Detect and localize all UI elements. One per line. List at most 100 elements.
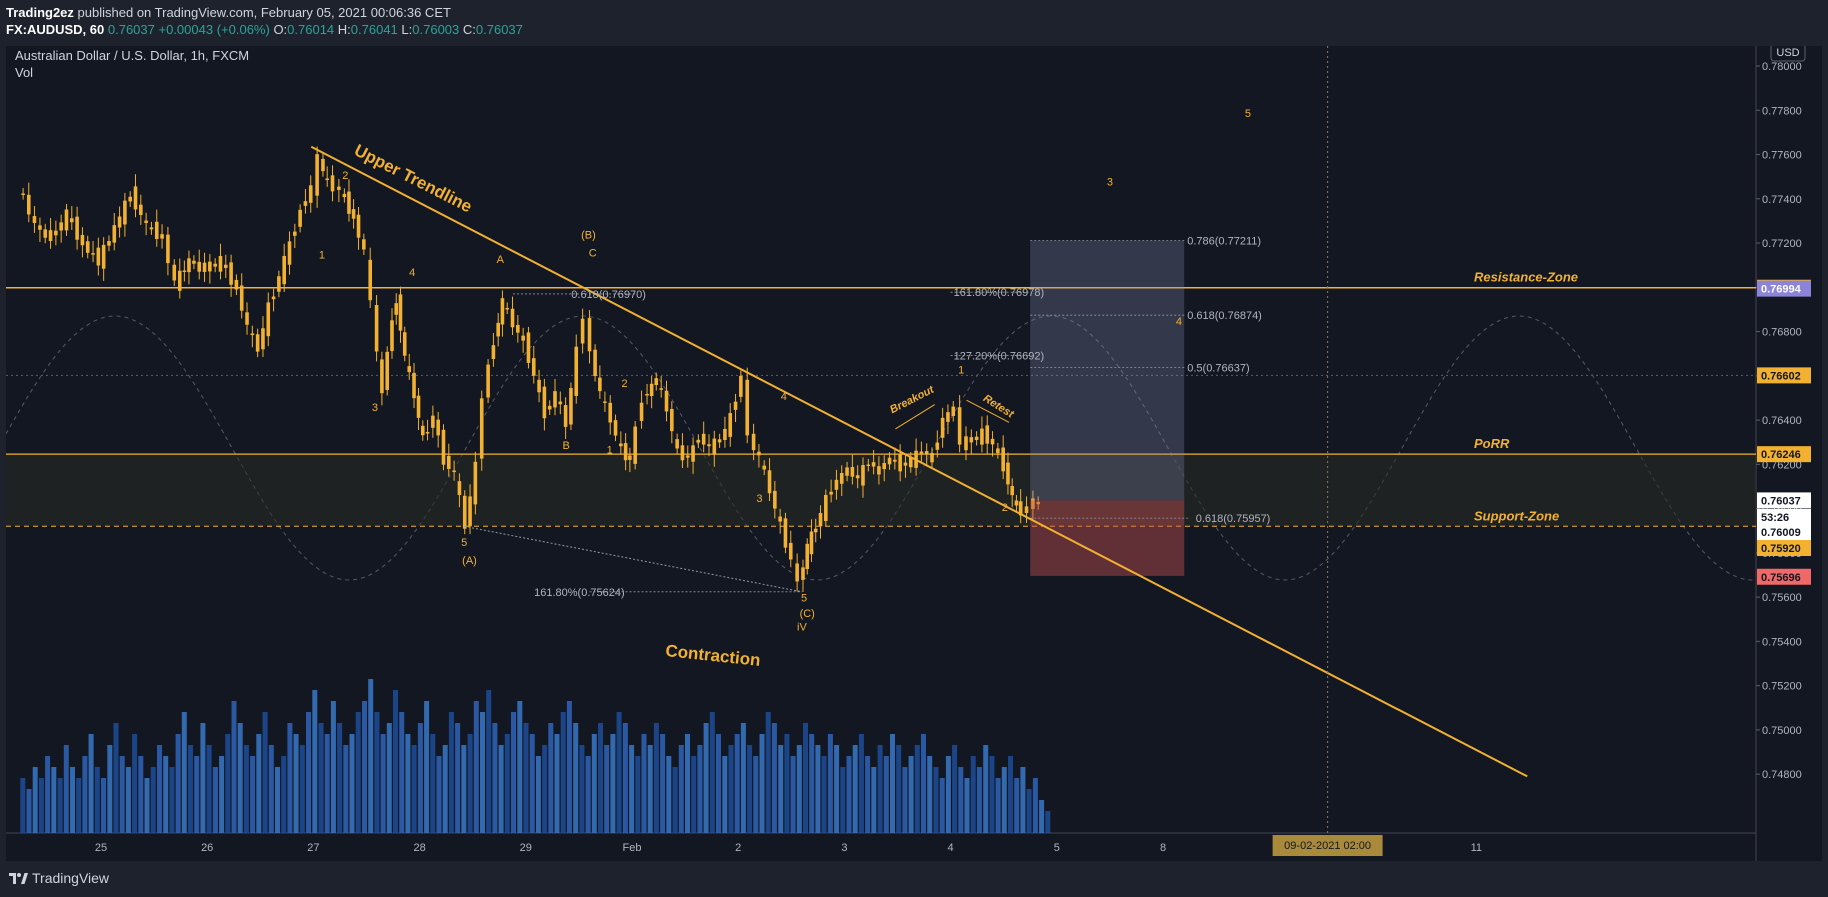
volume-bar [983,745,989,833]
volume-bar [933,767,939,833]
candle-body [239,285,244,311]
candle-body [783,518,788,548]
price-tick-label: 0.76400 [1762,415,1802,427]
candle-body [330,175,335,192]
currency-box [1770,46,1806,62]
candle-body [412,372,416,399]
candle-body [757,451,761,456]
time-tick-label: 27 [307,842,319,854]
volume-bar [958,767,964,833]
footer-bar: TradingView [0,861,1828,897]
volume-bar [175,734,181,833]
candle-body [321,158,325,172]
volume-bar [486,690,492,833]
volume-bar [753,756,759,833]
price-tick-label: 0.77400 [1762,194,1802,206]
candle-body [795,563,799,582]
candle-body [107,241,111,246]
candle-body [887,457,892,465]
chart-frame[interactable]: Resistance-Zone PoRR Support-Zone 0.618(0.7… [6,46,1822,861]
candle-body [398,294,403,331]
volume-bar [796,745,802,833]
candle-body [431,415,435,428]
volume-bar [424,701,430,833]
volume-bar [970,756,976,833]
volume-bar [740,723,746,833]
wave-label: B [562,440,569,452]
candle-body [645,393,649,396]
volume-bar [542,745,548,833]
volume-bar [237,723,243,833]
price-label-text: 0.75696 [1761,572,1801,584]
volume-bar [399,712,405,833]
price-chart[interactable]: Resistance-Zone PoRR Support-Zone 0.618(0.7… [6,46,1822,861]
candle-body [563,405,568,427]
candle-body [266,302,271,337]
candle-body [762,465,767,470]
candle-body [117,216,122,228]
candle-body [751,433,756,451]
candle-body [182,270,187,273]
wave-label: A [497,254,505,266]
candle-body [946,412,950,422]
price-label-text: 53:26 [1761,512,1789,524]
candle-body [282,255,286,285]
candle-body [598,377,602,392]
volume-bar [181,712,187,833]
price-tick-label: 0.77600 [1762,150,1802,162]
author-name[interactable]: Trading2ez [6,5,74,20]
candle-body [924,451,929,455]
wave-label: 4 [1176,316,1182,328]
candle-body [368,259,373,301]
candle-body [845,467,849,476]
axis-layer: USD 0.78000 0.77800 0.77600 0.77400 0.77200 0.… [95,46,1822,861]
wave-label: 3 [756,493,762,505]
price-label-box [1757,492,1811,509]
price-label-box [1757,446,1811,463]
candle-body [985,425,990,444]
price-tick-label: 0.78000 [1762,61,1802,73]
publish-header: Trading2ez published on TradingView.com,… [0,0,1828,40]
publish-line: Trading2ez published on TradingView.com,… [6,5,451,20]
open-label: O: [273,22,288,37]
candle-body [712,438,717,455]
tradingview-brand: TradingView [32,870,110,886]
time-tick-label: 8 [1160,842,1166,854]
candle-body [303,201,308,206]
volume-bar [647,745,653,833]
volume-bar [927,756,933,833]
volume-bar [573,723,579,833]
breakout-arrow [895,404,935,430]
volume-bar [672,767,678,833]
volume-bar [989,756,995,833]
candle-body [639,402,644,421]
candle-body [298,209,302,227]
candle-body [801,567,805,580]
breakout-label: Breakout [888,383,937,416]
price-tick-label: 0.77800 [1762,105,1802,117]
candle-body [491,345,496,360]
candle-body [809,531,814,555]
volume-bar [430,734,436,833]
price-tick-label: 0.75000 [1762,725,1802,737]
candle-body [277,276,281,292]
volume-bar [480,712,485,833]
candle-body [980,428,984,445]
candle-body [919,451,924,454]
ohlc-line: FX:AUDUSD, 60 0.76037 +0.00043 (+0.06%) … [6,22,523,37]
candle-body [85,241,90,253]
candle-body [866,464,871,467]
fib-level-label: 0.786(0.77211) [1187,236,1261,248]
volume-bar [871,767,877,833]
price-change: +0.00043 (+0.06%) [158,22,270,37]
volume-bar [219,756,225,833]
wave-label: 5 [1245,108,1251,120]
price-tick-label: 0.76800 [1762,327,1802,339]
candle-body [930,452,934,463]
volume-bar [852,745,858,833]
candle-body [144,220,148,223]
tradingview-logo[interactable]: TradingView [8,870,109,886]
candle-body [139,204,143,216]
candle-body [569,387,573,425]
volume-bar [212,767,218,833]
